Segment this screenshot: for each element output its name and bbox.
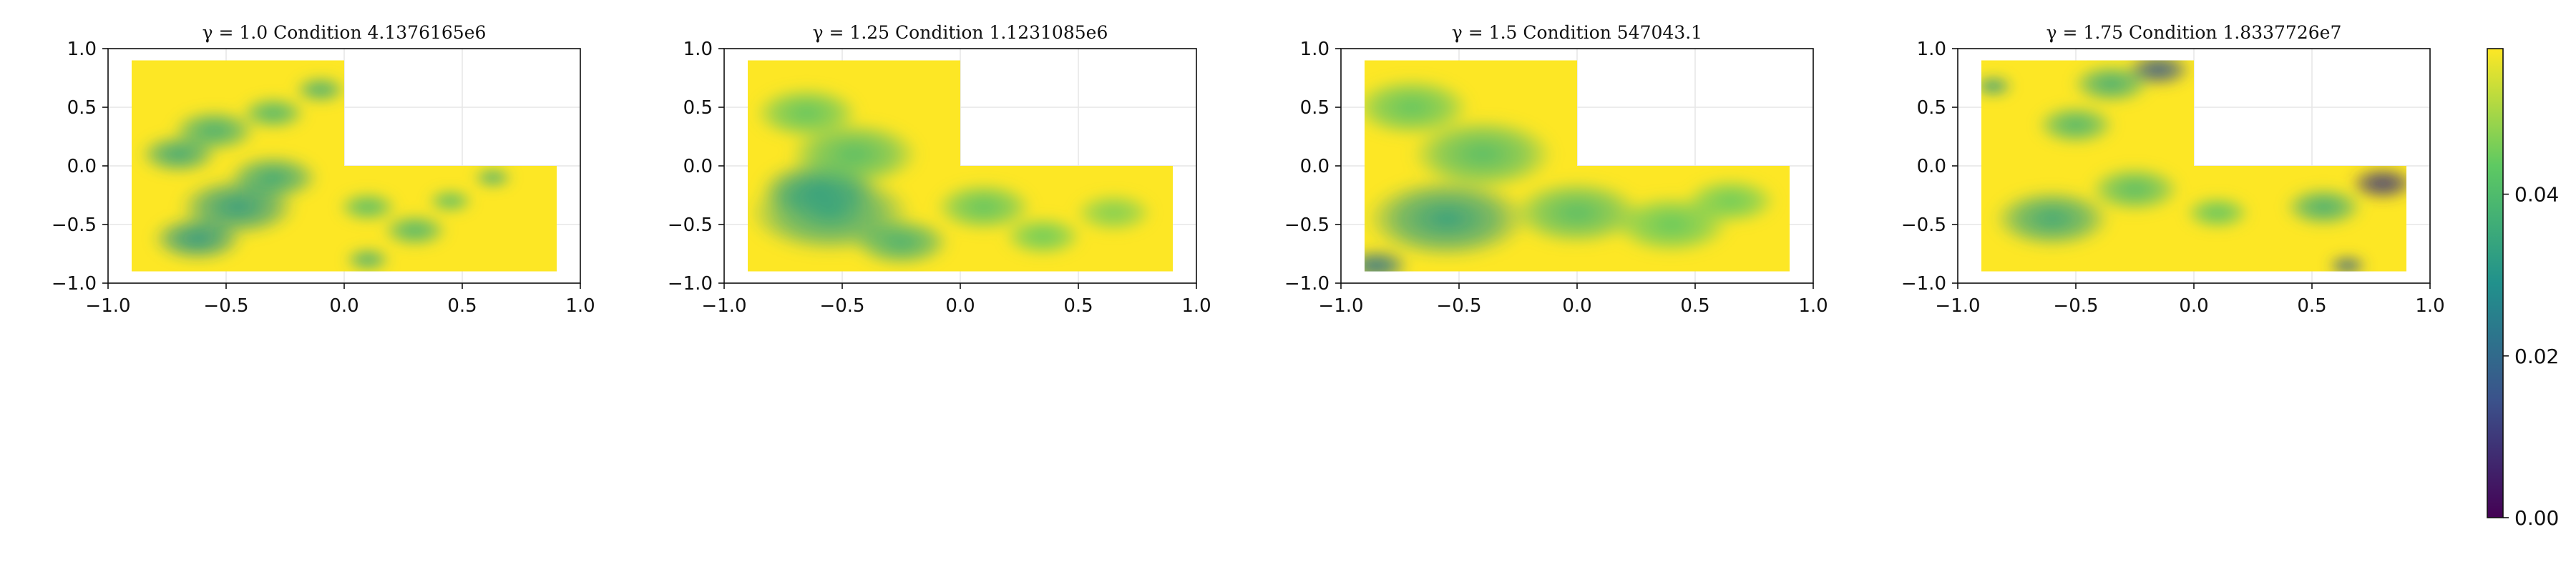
panel-title: γ = 1.25 Condition 1.1231085e6	[813, 22, 1108, 43]
heatmap-blob	[934, 182, 1034, 232]
heatmap-blob	[2327, 255, 2368, 272]
x-tick-label: −1.0	[701, 295, 746, 317]
heatmap-blob	[1003, 216, 1083, 256]
heatmap-blob	[171, 109, 258, 152]
heatmap-blob	[1074, 193, 1153, 233]
y-tick-label: 0.0	[1917, 156, 1946, 177]
heatmap-blob	[294, 77, 347, 103]
x-tick-label: 1.0	[2415, 295, 2444, 317]
x-tick-label: −0.5	[2053, 295, 2098, 317]
x-tick-label: 1.0	[1181, 295, 1211, 317]
y-tick-label: 0.0	[1300, 156, 1330, 177]
x-tick-label: −0.5	[1436, 295, 1481, 317]
x-tick-label: 0.5	[2297, 295, 2326, 317]
heatmap-blob	[2072, 64, 2151, 104]
y-tick-label: −1.0	[668, 273, 713, 295]
heatmap-panel-1: −1.0−1.0 −0.5 −0.5 0.0 0.0 0.5 0.5 1.0 1.0 γ = 1.…	[52, 22, 595, 317]
heatmap-blob	[2088, 166, 2182, 212]
heatmap-blob	[1981, 76, 2014, 97]
y-tick-label: −0.5	[668, 214, 713, 236]
heatmap-blob	[344, 248, 391, 272]
heatmap-blob	[1365, 249, 1410, 272]
heatmap-blob	[338, 192, 398, 222]
heatmap-blob	[1684, 178, 1777, 225]
y-tick-label: 0.5	[683, 97, 713, 119]
heatmap-panel-2: −1.0−1.0 −0.5 −0.5 0.0 0.0 0.5 0.5 1.0 1.0 γ = 1.…	[668, 22, 1211, 317]
heatmap-blob	[753, 87, 860, 139]
y-tick-label: −0.5	[1284, 214, 1330, 236]
y-tick-label: 1.0	[1300, 39, 1330, 60]
x-tick-label: 0.5	[447, 295, 477, 317]
colorbar-tick-label: 0.00	[2514, 506, 2559, 530]
panel-title: γ = 1.0 Condition 4.1376165e6	[203, 22, 487, 43]
y-tick-label: 0.5	[1917, 97, 1946, 119]
heatmap-blob	[2184, 196, 2251, 230]
y-tick-label: 1.0	[67, 39, 97, 60]
heatmap-blob	[1511, 179, 1644, 246]
heatmap-blob	[2284, 187, 2363, 227]
panel-title: γ = 1.75 Condition 1.8337726e7	[2046, 22, 2342, 43]
y-tick-label: −1.0	[52, 273, 97, 295]
x-tick-label: 1.0	[1798, 295, 1828, 317]
y-tick-label: 0.0	[67, 156, 97, 177]
y-tick-label: 0.5	[1300, 97, 1330, 119]
x-tick-label: 0.0	[945, 295, 975, 317]
heatmap-blob	[852, 217, 951, 267]
y-tick-label: −1.0	[1284, 273, 1330, 295]
panel-title: γ = 1.5 Condition 547043.1	[1452, 22, 1702, 43]
y-tick-label: −0.5	[1901, 214, 1946, 236]
y-tick-label: −0.5	[52, 214, 97, 236]
heatmap-blob	[427, 189, 474, 213]
heatmap-blob	[2036, 105, 2116, 145]
heatmap-panel-4: −1.0−1.0 −0.5 −0.5 0.0 0.0 0.5 0.5 1.0 1.0 γ = 1.…	[1901, 22, 2445, 317]
heatmap-blob	[381, 214, 449, 247]
x-tick-label: 0.0	[329, 295, 358, 317]
y-tick-label: 0.5	[67, 97, 97, 119]
x-tick-label: 0.0	[1562, 295, 1591, 317]
heatmap-blob	[227, 154, 320, 201]
x-tick-label: −1.0	[1935, 295, 1980, 317]
y-tick-label: 1.0	[683, 39, 713, 60]
colorbar-tick-label: 0.04	[2514, 183, 2559, 207]
x-tick-label: −0.5	[203, 295, 248, 317]
x-tick-label: 1.0	[565, 295, 595, 317]
heatmap-blob	[473, 167, 513, 188]
colorbar-tick-label: 0.02	[2514, 345, 2559, 368]
heatmap-field	[132, 60, 557, 272]
heatmap-panel-3: −1.0−1.0 −0.5 −0.5 0.0 0.0 0.5 0.5 1.0 1.0 γ = 1.…	[1284, 22, 1828, 317]
x-tick-label: −0.5	[819, 295, 864, 317]
x-tick-label: 0.0	[2179, 295, 2208, 317]
y-tick-label: 0.0	[683, 156, 713, 177]
y-tick-label: 1.0	[1917, 39, 1946, 60]
x-tick-label: 0.5	[1063, 295, 1093, 317]
heatmap-blob	[1365, 77, 1472, 137]
heatmap-blob	[1410, 118, 1556, 191]
x-tick-label: 0.5	[1680, 295, 1709, 317]
y-tick-label: −1.0	[1901, 273, 1946, 295]
heatmap-blob	[1992, 189, 2112, 249]
colorbar-gradient	[2487, 48, 2504, 518]
heatmap-field	[748, 60, 1173, 272]
heatmap-blob	[2349, 167, 2406, 200]
heatmap-blob	[1365, 177, 1530, 260]
x-tick-label: −1.0	[85, 295, 130, 317]
x-tick-label: −1.0	[1318, 295, 1363, 317]
colorbar: 0.00 0.02 0.04	[2487, 48, 2559, 530]
heatmap-blob	[240, 97, 307, 130]
